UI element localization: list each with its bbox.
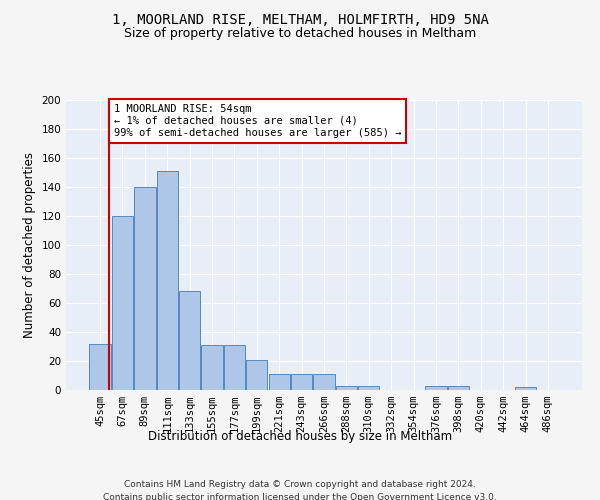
Bar [157, 171, 178, 390]
Bar [313, 374, 335, 390]
Text: 1 MOORLAND RISE: 54sqm
← 1% of detached houses are smaller (4)
99% of semi-detac: 1 MOORLAND RISE: 54sqm ← 1% of detached … [114, 104, 401, 138]
Text: Contains HM Land Registry data © Crown copyright and database right 2024.
Contai: Contains HM Land Registry data © Crown c… [103, 480, 497, 500]
Bar [291, 374, 312, 390]
Text: 1, MOORLAND RISE, MELTHAM, HOLMFIRTH, HD9 5NA: 1, MOORLAND RISE, MELTHAM, HOLMFIRTH, HD… [112, 12, 488, 26]
Bar [202, 345, 223, 390]
Bar [89, 344, 111, 390]
Bar [112, 216, 133, 390]
Bar [134, 187, 155, 390]
Text: Size of property relative to detached houses in Meltham: Size of property relative to detached ho… [124, 28, 476, 40]
Y-axis label: Number of detached properties: Number of detached properties [23, 152, 36, 338]
Bar [269, 374, 290, 390]
Bar [448, 386, 469, 390]
Bar [358, 386, 379, 390]
Bar [515, 387, 536, 390]
Bar [179, 292, 200, 390]
Bar [246, 360, 268, 390]
Text: Distribution of detached houses by size in Meltham: Distribution of detached houses by size … [148, 430, 452, 443]
Bar [425, 386, 446, 390]
Bar [224, 345, 245, 390]
Bar [336, 386, 357, 390]
